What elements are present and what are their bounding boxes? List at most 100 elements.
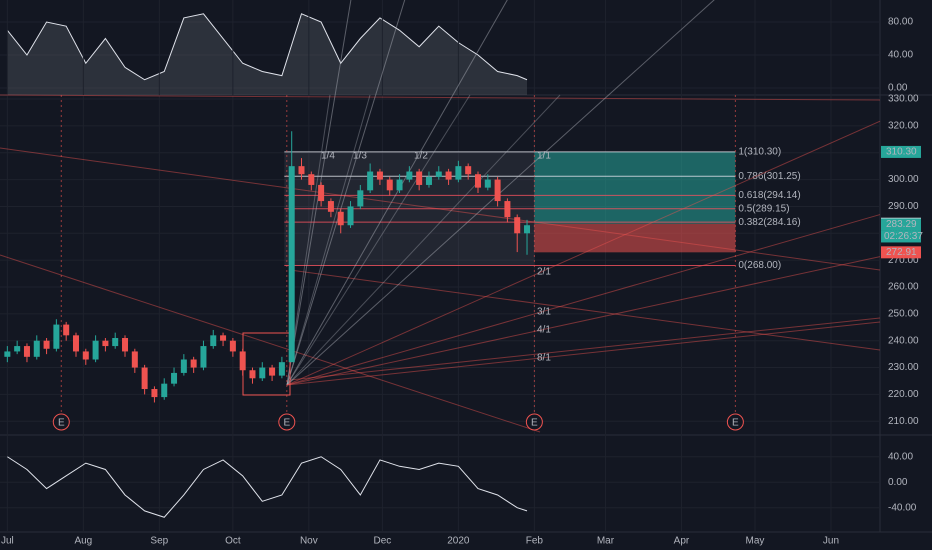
candle-body — [278, 362, 285, 376]
fan-label: 1/1 — [537, 151, 551, 162]
earnings-label: E — [283, 418, 290, 429]
candle-body — [43, 340, 50, 349]
candle-body — [367, 171, 374, 191]
candle-body — [396, 179, 403, 191]
y-tick-label: 320.00 — [888, 121, 919, 132]
fan-line — [286, 94, 561, 386]
candle-body — [308, 174, 315, 185]
candle-body — [288, 166, 295, 363]
candle-body — [220, 335, 227, 341]
y-tick-label: 260.00 — [888, 282, 919, 293]
earnings-label: E — [531, 418, 538, 429]
fan-label: 1/2 — [414, 151, 428, 162]
area-fill — [7, 13, 528, 96]
fan-label: 3/1 — [537, 307, 551, 318]
candle-body — [122, 338, 129, 352]
x-tick-label: May — [746, 536, 765, 547]
earnings-label: E — [732, 418, 739, 429]
candle-body — [425, 176, 432, 185]
y-tick-label: 290.00 — [888, 201, 919, 212]
earnings-marker — [525, 413, 543, 431]
indicator-line — [6, 13, 528, 81]
candle-body — [151, 389, 158, 398]
x-tick-label: Nov — [300, 536, 318, 547]
trend-line — [0, 147, 881, 271]
candle-body — [82, 351, 89, 360]
fib-label: 1(310.30) — [738, 147, 781, 158]
x-tick-label: Feb — [526, 536, 544, 547]
y-tick-label: 330.00 — [888, 94, 919, 105]
candle-body — [494, 179, 501, 202]
candle-body — [445, 171, 452, 180]
candle-body — [524, 225, 531, 234]
fib-label: 0.618(294.14) — [738, 190, 800, 201]
price-tag — [881, 145, 921, 158]
candle-body — [14, 346, 21, 352]
candle-body — [337, 211, 344, 226]
candle-body — [33, 340, 40, 357]
x-tick-label: 2020 — [447, 536, 470, 547]
candle-body — [406, 171, 413, 180]
candle-body — [416, 171, 423, 185]
candle-body — [465, 166, 472, 175]
fan-line — [286, 256, 881, 386]
candle-body — [259, 367, 266, 379]
countdown-label: 02:26:37 — [884, 231, 923, 242]
earnings-marker — [52, 413, 70, 431]
fan-line — [286, 94, 471, 386]
candle-body — [4, 351, 11, 357]
y-tick-label: 220.00 — [888, 389, 919, 400]
candle-body — [455, 166, 462, 180]
indicator-line — [7, 456, 528, 518]
candle-body — [210, 335, 217, 347]
fan-line — [286, 0, 406, 386]
candle-body — [298, 166, 305, 175]
x-tick-label: Aug — [74, 536, 92, 547]
candle-body — [180, 359, 187, 373]
y-tick-label: 210.00 — [888, 416, 919, 427]
fib-label: 0(268.00) — [738, 260, 781, 271]
candle-body — [63, 324, 70, 336]
candle-body — [200, 346, 207, 368]
candle-body — [249, 370, 256, 379]
fib-label: 0.786(301.25) — [738, 171, 800, 182]
candle-body — [23, 346, 30, 357]
x-tick-label: Mar — [597, 536, 615, 547]
candle-body — [112, 338, 119, 347]
fan-line — [286, 0, 508, 386]
fan-line — [286, 120, 881, 386]
candle-body — [239, 351, 246, 371]
price-tag-label: 310.30 — [886, 147, 917, 158]
fan-line — [286, 321, 881, 386]
stop-zone — [534, 223, 736, 253]
fan-label: 2/1 — [537, 267, 551, 278]
candle-body — [347, 206, 354, 226]
y-tick-label: 0.00 — [888, 477, 908, 488]
earnings-marker — [726, 413, 744, 431]
x-tick-label: Oct — [225, 536, 241, 547]
x-tick-label: Apr — [674, 536, 690, 547]
y-tick-label: 270.00 — [888, 255, 919, 266]
trend-line — [0, 254, 541, 433]
candle-body — [229, 340, 236, 352]
earnings-marker — [278, 413, 296, 431]
price-tag — [881, 218, 921, 231]
target-zone — [534, 151, 736, 224]
fan-line — [286, 0, 715, 386]
candle-body — [92, 340, 99, 360]
y-tick-label: 40.00 — [888, 50, 913, 61]
y-tick-label: 80.00 — [888, 17, 913, 28]
trend-line — [289, 269, 881, 351]
candle-body — [131, 351, 138, 368]
price-tag — [881, 246, 921, 259]
x-tick-label: Jun — [823, 536, 839, 547]
earnings-label: E — [58, 418, 65, 429]
candle-body — [327, 201, 334, 212]
candle-body — [504, 201, 511, 218]
y-tick-label: 0.00 — [888, 83, 908, 94]
candle-body — [72, 335, 79, 352]
x-tick-label: Sep — [150, 536, 168, 547]
price-tag-label: 272.91 — [886, 247, 917, 258]
